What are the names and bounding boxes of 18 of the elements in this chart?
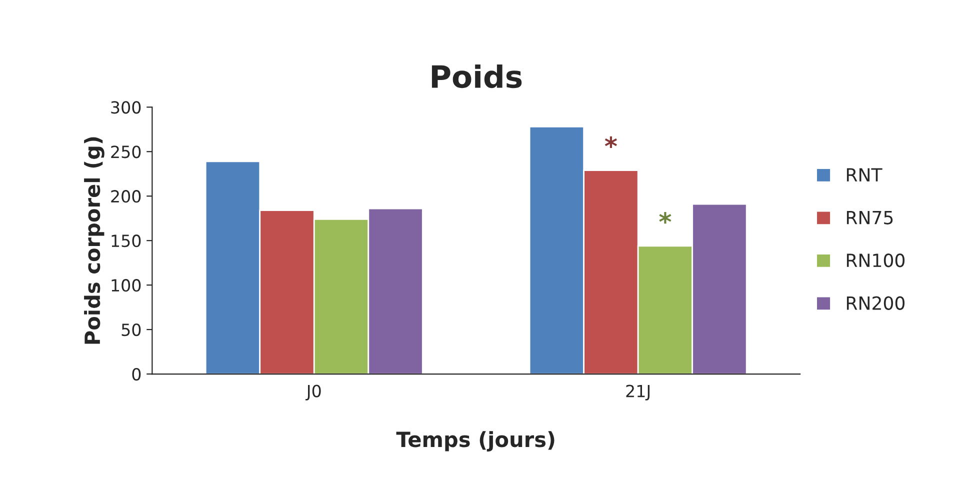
y-tick-label: 100 — [112, 279, 141, 292]
legend-label: RN200 — [846, 296, 905, 310]
legend-label: RN100 — [846, 254, 905, 268]
x-tick-label: 21J — [626, 384, 650, 400]
x-tick-label: J0 — [306, 384, 321, 400]
y-axis-title: Poids corporel (g) — [84, 137, 104, 344]
legend-label: RNT — [846, 168, 882, 182]
y-tick-label: 250 — [111, 146, 141, 158]
y-tick-label: 300 — [111, 101, 141, 114]
y-tick-label: 200 — [111, 190, 141, 203]
legend-label: RN75 — [846, 211, 893, 224]
annotation: * — [604, 136, 617, 148]
y-tick-label: 150 — [112, 234, 141, 248]
y-tick-label: 0 — [132, 368, 141, 381]
x-axis-title: Temps (jours) — [396, 431, 554, 452]
y-tick-label: 50 — [122, 324, 141, 336]
annotation: * — [659, 212, 672, 224]
chart-title: Poids — [432, 64, 522, 88]
